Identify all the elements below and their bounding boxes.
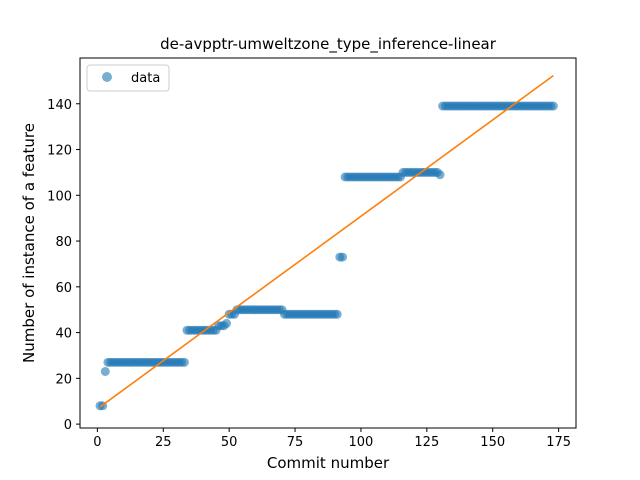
y-tick-label: 0 bbox=[64, 418, 72, 433]
data-point bbox=[179, 357, 189, 367]
plot-frame bbox=[79, 57, 577, 429]
x-tick-label: 125 bbox=[414, 435, 439, 450]
legend-marker bbox=[102, 72, 112, 82]
x-tick-label: 25 bbox=[155, 435, 172, 450]
y-tick-label: 140 bbox=[47, 98, 72, 113]
x-tick-label: 75 bbox=[287, 435, 304, 450]
data-point bbox=[338, 252, 347, 262]
data-point bbox=[548, 101, 558, 111]
x-axis-label: Commit number bbox=[267, 454, 390, 472]
y-tick-label: 60 bbox=[55, 281, 72, 296]
y-tick-label: 120 bbox=[47, 144, 72, 159]
legend-box bbox=[86, 64, 170, 92]
data-point bbox=[100, 366, 110, 376]
data-point bbox=[222, 318, 232, 328]
fit-line-layer bbox=[99, 74, 554, 408]
y-tick-label: 100 bbox=[47, 189, 72, 204]
scatter-points bbox=[95, 101, 558, 411]
y-tick-label: 80 bbox=[55, 235, 72, 250]
fit-line bbox=[99, 74, 554, 408]
data-point bbox=[435, 170, 445, 180]
y-axis-label: Number of instance of a feature bbox=[20, 123, 38, 363]
x-axis-ticks: 0 25 50 75 100 125 150 175 bbox=[93, 428, 571, 450]
y-tick-label: 40 bbox=[55, 327, 72, 342]
legend-label-data: data bbox=[131, 71, 160, 86]
chart-title: de-avpptr-umweltzone_type_inference-line… bbox=[160, 35, 497, 54]
x-tick-label: 50 bbox=[221, 435, 238, 450]
x-tick-label: 0 bbox=[93, 435, 101, 450]
x-tick-label: 100 bbox=[349, 435, 374, 450]
y-axis-ticks: 0 20 40 60 80 100 120 140 bbox=[47, 98, 80, 433]
x-tick-label: 150 bbox=[480, 435, 505, 450]
legend: data bbox=[86, 64, 170, 92]
data-point bbox=[332, 309, 342, 319]
y-tick-label: 20 bbox=[55, 372, 72, 387]
x-tick-label: 175 bbox=[546, 435, 571, 450]
